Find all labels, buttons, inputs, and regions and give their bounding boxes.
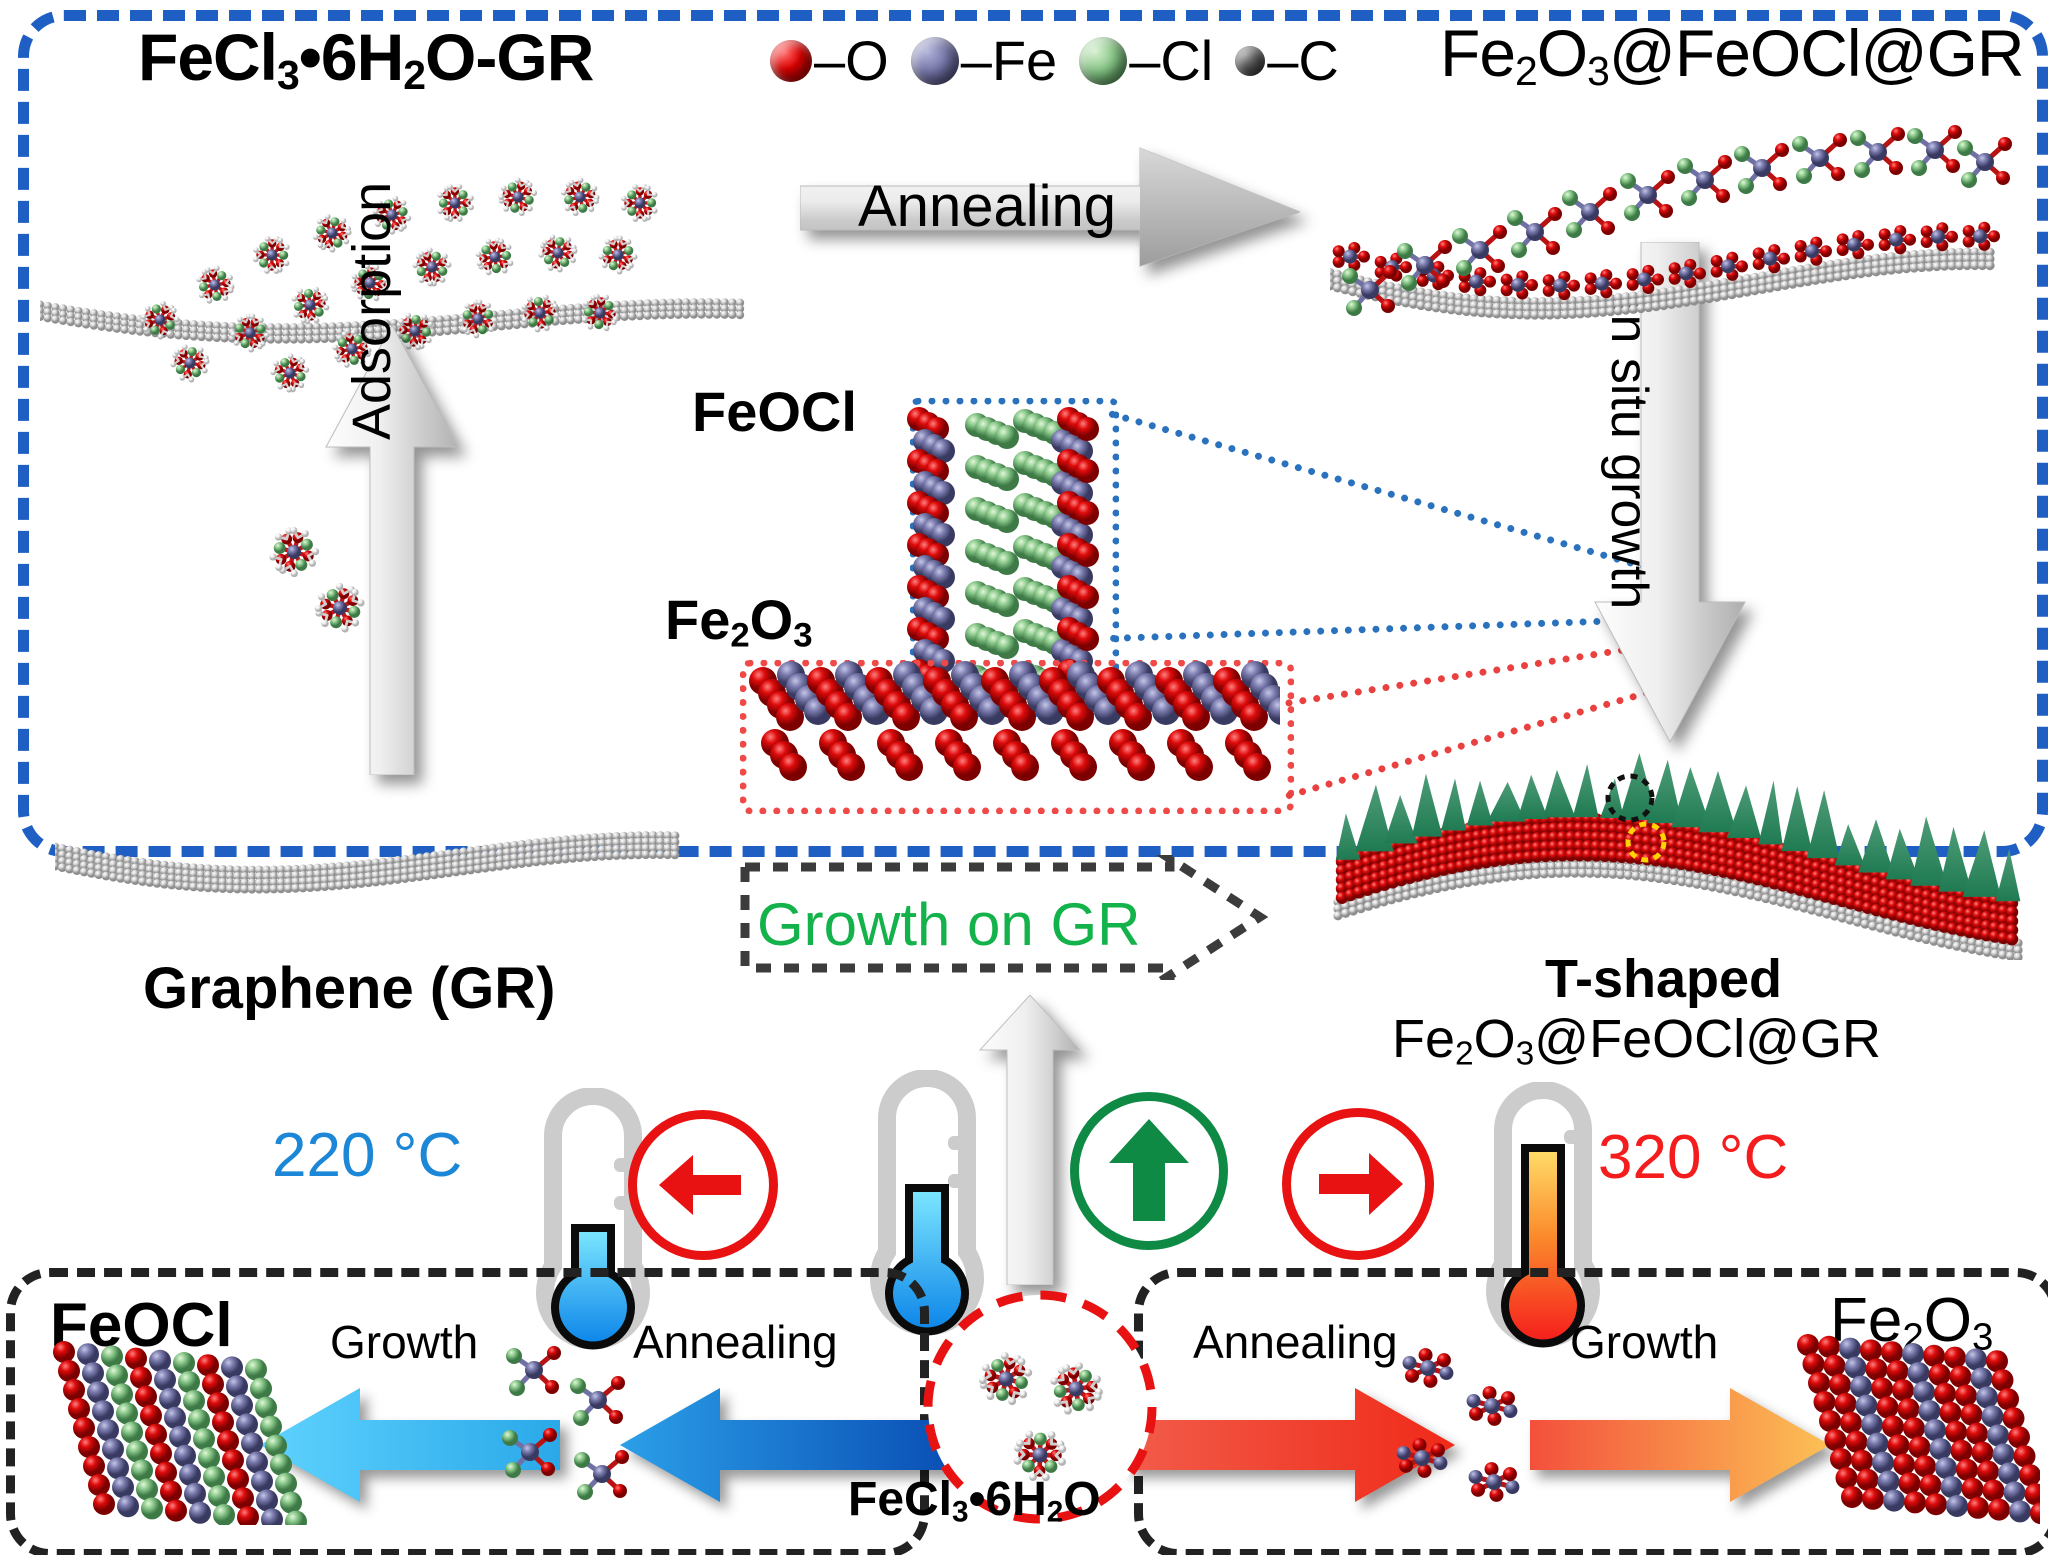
txt-a: FeCl [848,1473,952,1526]
legend-label-Cl: –Cl [1129,28,1213,93]
txt-b-sub: 2 [403,52,425,98]
temperature-label-right: 320 °C [1598,1122,1788,1193]
figure-canvas: –O –Fe –Cl –C FeCl3•6H2O-GR Fe2O3@FeOCl@… [0,0,2048,1555]
molecules-fecl-fragments-left [490,1340,670,1520]
label-growth-left: Growth [330,1315,478,1369]
atom-sphere-green-icon [1079,37,1127,85]
molecule-fecl3-6h2o-single [232,500,412,660]
structure-fe2o3-layered-crystal [1790,1325,2040,1530]
legend-label-O: –O [814,28,889,93]
txt-a: Fe [665,588,730,651]
structure-feocl-layered-crystal [38,1330,318,1525]
arrow-up-in-circle-badge [1070,1092,1228,1250]
label-feocl-center: FeOCl [692,384,857,440]
label-annealing-right: Annealing [1193,1315,1398,1369]
label-graphene: Graphene (GR) [143,960,556,1018]
label-t-shaped: T-shaped [1545,952,1782,1006]
txt-b: O [1474,1009,1516,1069]
txt-a-sub: 3 [277,52,299,98]
txt-b-sub: 3 [793,617,812,655]
txt-c: O-GR [425,20,593,94]
arrow-left-in-circle-badge [628,1110,778,1260]
legend-item-O: –O [770,28,889,93]
structure-fe2o3-crystal [745,655,1280,805]
growth-on-gr-label: Growth on GR [757,890,1140,959]
txt-a: Fe [1440,16,1515,90]
label-t-shaped-formula: Fe2O3@FeOCl@GR [1392,1012,1881,1071]
annealing-arrow-top-label: Annealing [858,178,1116,236]
legend-item-Fe: –Fe [911,28,1058,93]
label-precursor: FeCl3•6H2O [848,1476,1101,1527]
label-fe2o3-center: Fe2O3 [665,592,813,653]
structure-t-shaped-product [1330,690,2030,960]
atom-sphere-purple-icon [911,37,959,85]
txt-b: O [750,588,794,651]
txt-b-sub: 3 [1516,1035,1535,1072]
label-fecl3-6h2o-gr: FeCl3•6H2O-GR [138,24,593,96]
txt-b: O [1537,16,1587,90]
legend-label-Fe: –Fe [961,28,1058,93]
label-growth-right: Growth [1570,1315,1718,1369]
txt-a: FeCl [138,20,277,94]
txt-a-sub: 2 [730,617,749,655]
growth-arrow-right-orange [1530,1380,1830,1510]
txt-c: O [1063,1473,1100,1526]
molecules-feo-fragments-right [1380,1340,1560,1520]
txt-a-sub: 2 [1455,1035,1474,1072]
structure-fe2o3-feocl-gr-ribbon [1330,100,2030,390]
txt-b-sub: 2 [1047,1496,1064,1529]
legend-item-C: –C [1235,28,1339,93]
txt-c: @FeOCl@GR [1609,16,2024,90]
adsorption-arrow-label: Adsorption [345,182,399,440]
txt-a-sub: 3 [952,1496,969,1529]
legend-item-Cl: –Cl [1079,28,1213,93]
arrow-right-icon [1291,1117,1425,1251]
structure-graphene-sheet [55,770,695,970]
legend-label-C: –C [1267,28,1339,93]
atom-legend: –O –Fe –Cl –C [770,28,1339,93]
txt-a: Fe [1392,1009,1455,1069]
txt-b: •6H [299,20,403,94]
txt-a-sub: 2 [1515,48,1537,94]
atom-sphere-red-icon [770,40,812,82]
arrow-up-icon [1079,1101,1219,1241]
arrow-right-in-circle-badge [1282,1108,1434,1260]
txt-c: @FeOCl@GR [1534,1009,1881,1069]
txt-b: •6H [969,1473,1047,1526]
arrow-left-icon [637,1119,769,1251]
txt-b-sub: 3 [1587,48,1609,94]
temperature-label-left: 220 °C [272,1120,462,1191]
atom-sphere-gray-icon [1235,46,1265,76]
label-fe2o3-feocl-gr: Fe2O3@FeOCl@GR [1440,20,2024,92]
